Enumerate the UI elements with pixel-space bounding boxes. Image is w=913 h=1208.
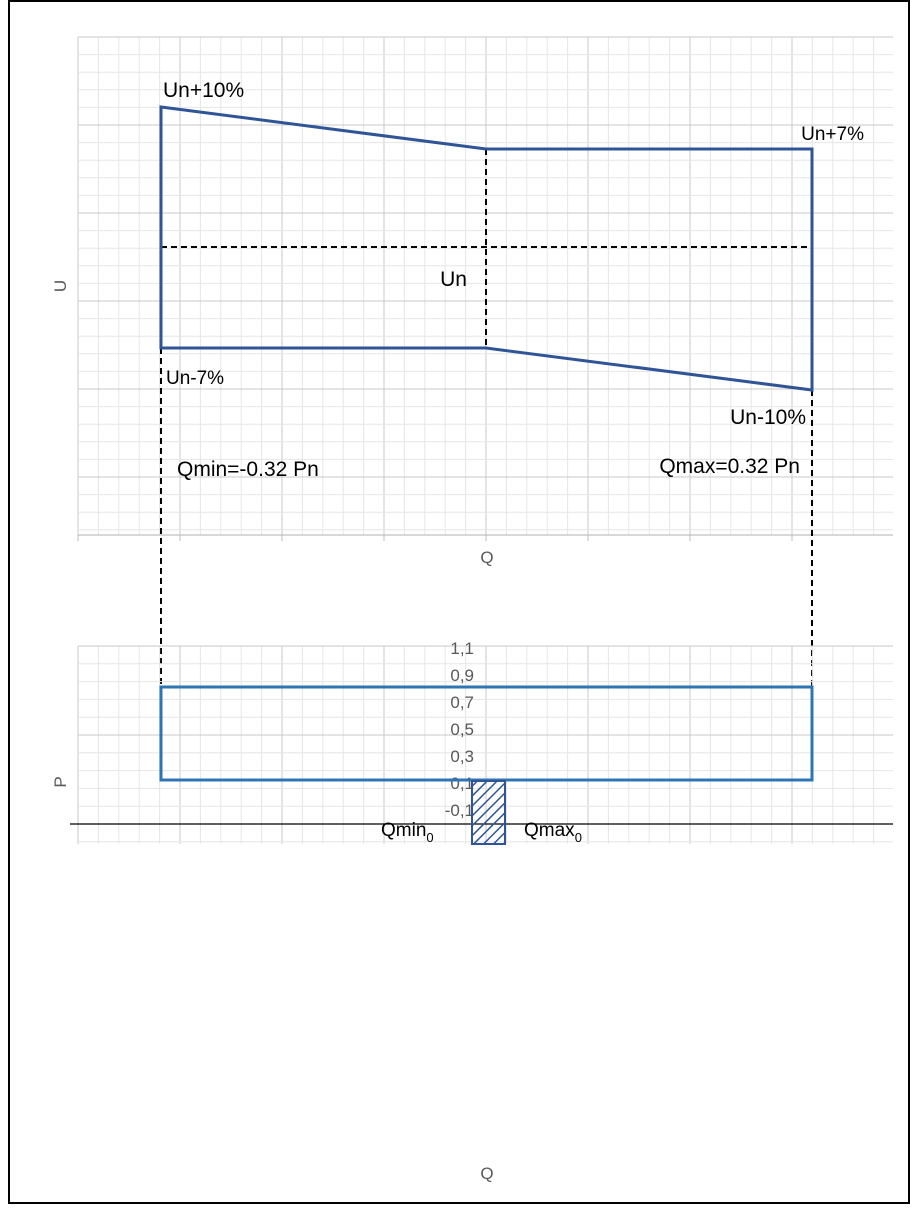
y-tick-label: 0,1	[450, 774, 474, 793]
top-chart-x-axis-label: Q	[480, 548, 493, 567]
top-chart-y-axis-label: U	[51, 280, 70, 292]
figure-frame	[8, 0, 910, 1204]
label-qmin: Qmin=-0.32 Pn	[177, 458, 319, 481]
label-un-plus-10: Un+10%	[163, 79, 244, 102]
label-un: Un	[440, 268, 467, 291]
top-chart: Q U Un+10% Un+7% Un Un-7% Un-10% Qmin=-0…	[51, 36, 893, 687]
y-tick-label: -0,1	[445, 801, 474, 820]
y-tick-label: 0,3	[450, 747, 474, 766]
label-un-minus-7: Un-7%	[166, 368, 224, 389]
bottom-chart-grid	[77, 645, 893, 844]
y-tick-label: 1,1	[450, 639, 474, 658]
bottom-chart-y-tick-labels: 1,1 0,9 0,7 0,5 0,3 0,1 -0,1	[445, 639, 474, 820]
top-chart-x-ticks	[77, 535, 793, 541]
top-chart-grid	[77, 36, 893, 535]
label-qmax0: Qmax0	[524, 820, 582, 845]
bottom-chart-y-axis-label: P	[51, 776, 70, 787]
label-qmax0-subscript: 0	[575, 830, 582, 845]
label-un-plus-7: Un+7%	[801, 124, 864, 145]
bottom-chart-x-axis-label: Q	[480, 1164, 493, 1183]
y-tick-label: 0,5	[450, 720, 474, 739]
y-tick-label: 0,9	[450, 666, 474, 685]
label-un-minus-10: Un-10%	[730, 406, 806, 429]
y-tick-label: 0,7	[450, 693, 474, 712]
label-qmin0: Qmin0	[381, 820, 434, 845]
voltage-envelope	[159, 105, 814, 392]
label-qmin0-subscript: 0	[426, 830, 433, 845]
label-qmax: Qmax=0.32 Pn	[659, 455, 800, 478]
bottom-chart: 1,1 0,9 0,7 0,5 0,3 0,1 -0,1 Q P Qmin0 Qmax0	[51, 639, 893, 1183]
top-chart-dashed-guides	[160, 149, 813, 687]
hatched-zero-power-band	[471, 780, 506, 845]
